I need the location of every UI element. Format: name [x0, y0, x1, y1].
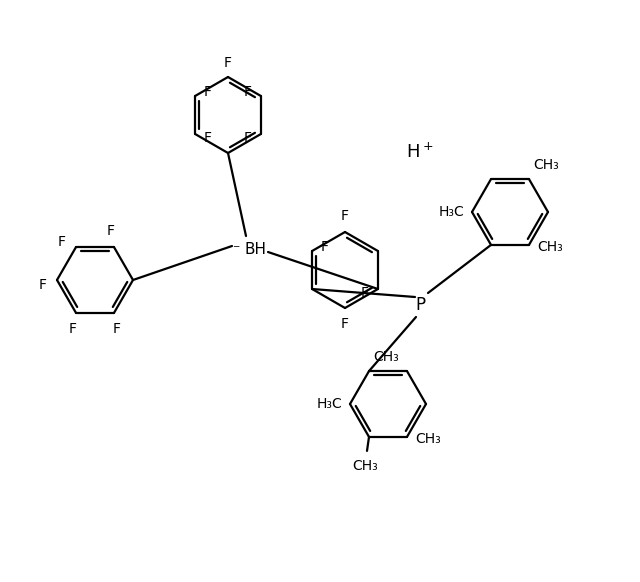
Text: F: F — [321, 240, 329, 254]
Text: F: F — [69, 322, 77, 336]
Text: CH₃: CH₃ — [373, 350, 399, 364]
Text: CH₃: CH₃ — [415, 432, 441, 446]
Text: F: F — [58, 235, 66, 249]
Text: F: F — [341, 209, 349, 223]
Text: CH₃: CH₃ — [533, 158, 559, 172]
Text: F: F — [113, 322, 121, 336]
Text: CH₃: CH₃ — [537, 240, 563, 254]
Text: H₃C: H₃C — [438, 205, 464, 219]
Text: P: P — [415, 296, 425, 314]
Text: CH₃: CH₃ — [352, 459, 378, 473]
Text: F: F — [244, 131, 252, 145]
Text: H₃C: H₃C — [316, 397, 342, 411]
Text: H$^+$: H$^+$ — [406, 143, 434, 162]
Text: BH: BH — [244, 243, 266, 257]
Text: F: F — [204, 85, 212, 99]
Text: F: F — [204, 131, 212, 145]
Text: F: F — [361, 286, 369, 300]
Text: F: F — [39, 278, 47, 292]
Text: F: F — [244, 85, 252, 99]
Text: F: F — [341, 317, 349, 331]
Text: F: F — [107, 224, 115, 238]
Text: $^{-}$: $^{-}$ — [232, 243, 240, 257]
Text: F: F — [224, 56, 232, 70]
